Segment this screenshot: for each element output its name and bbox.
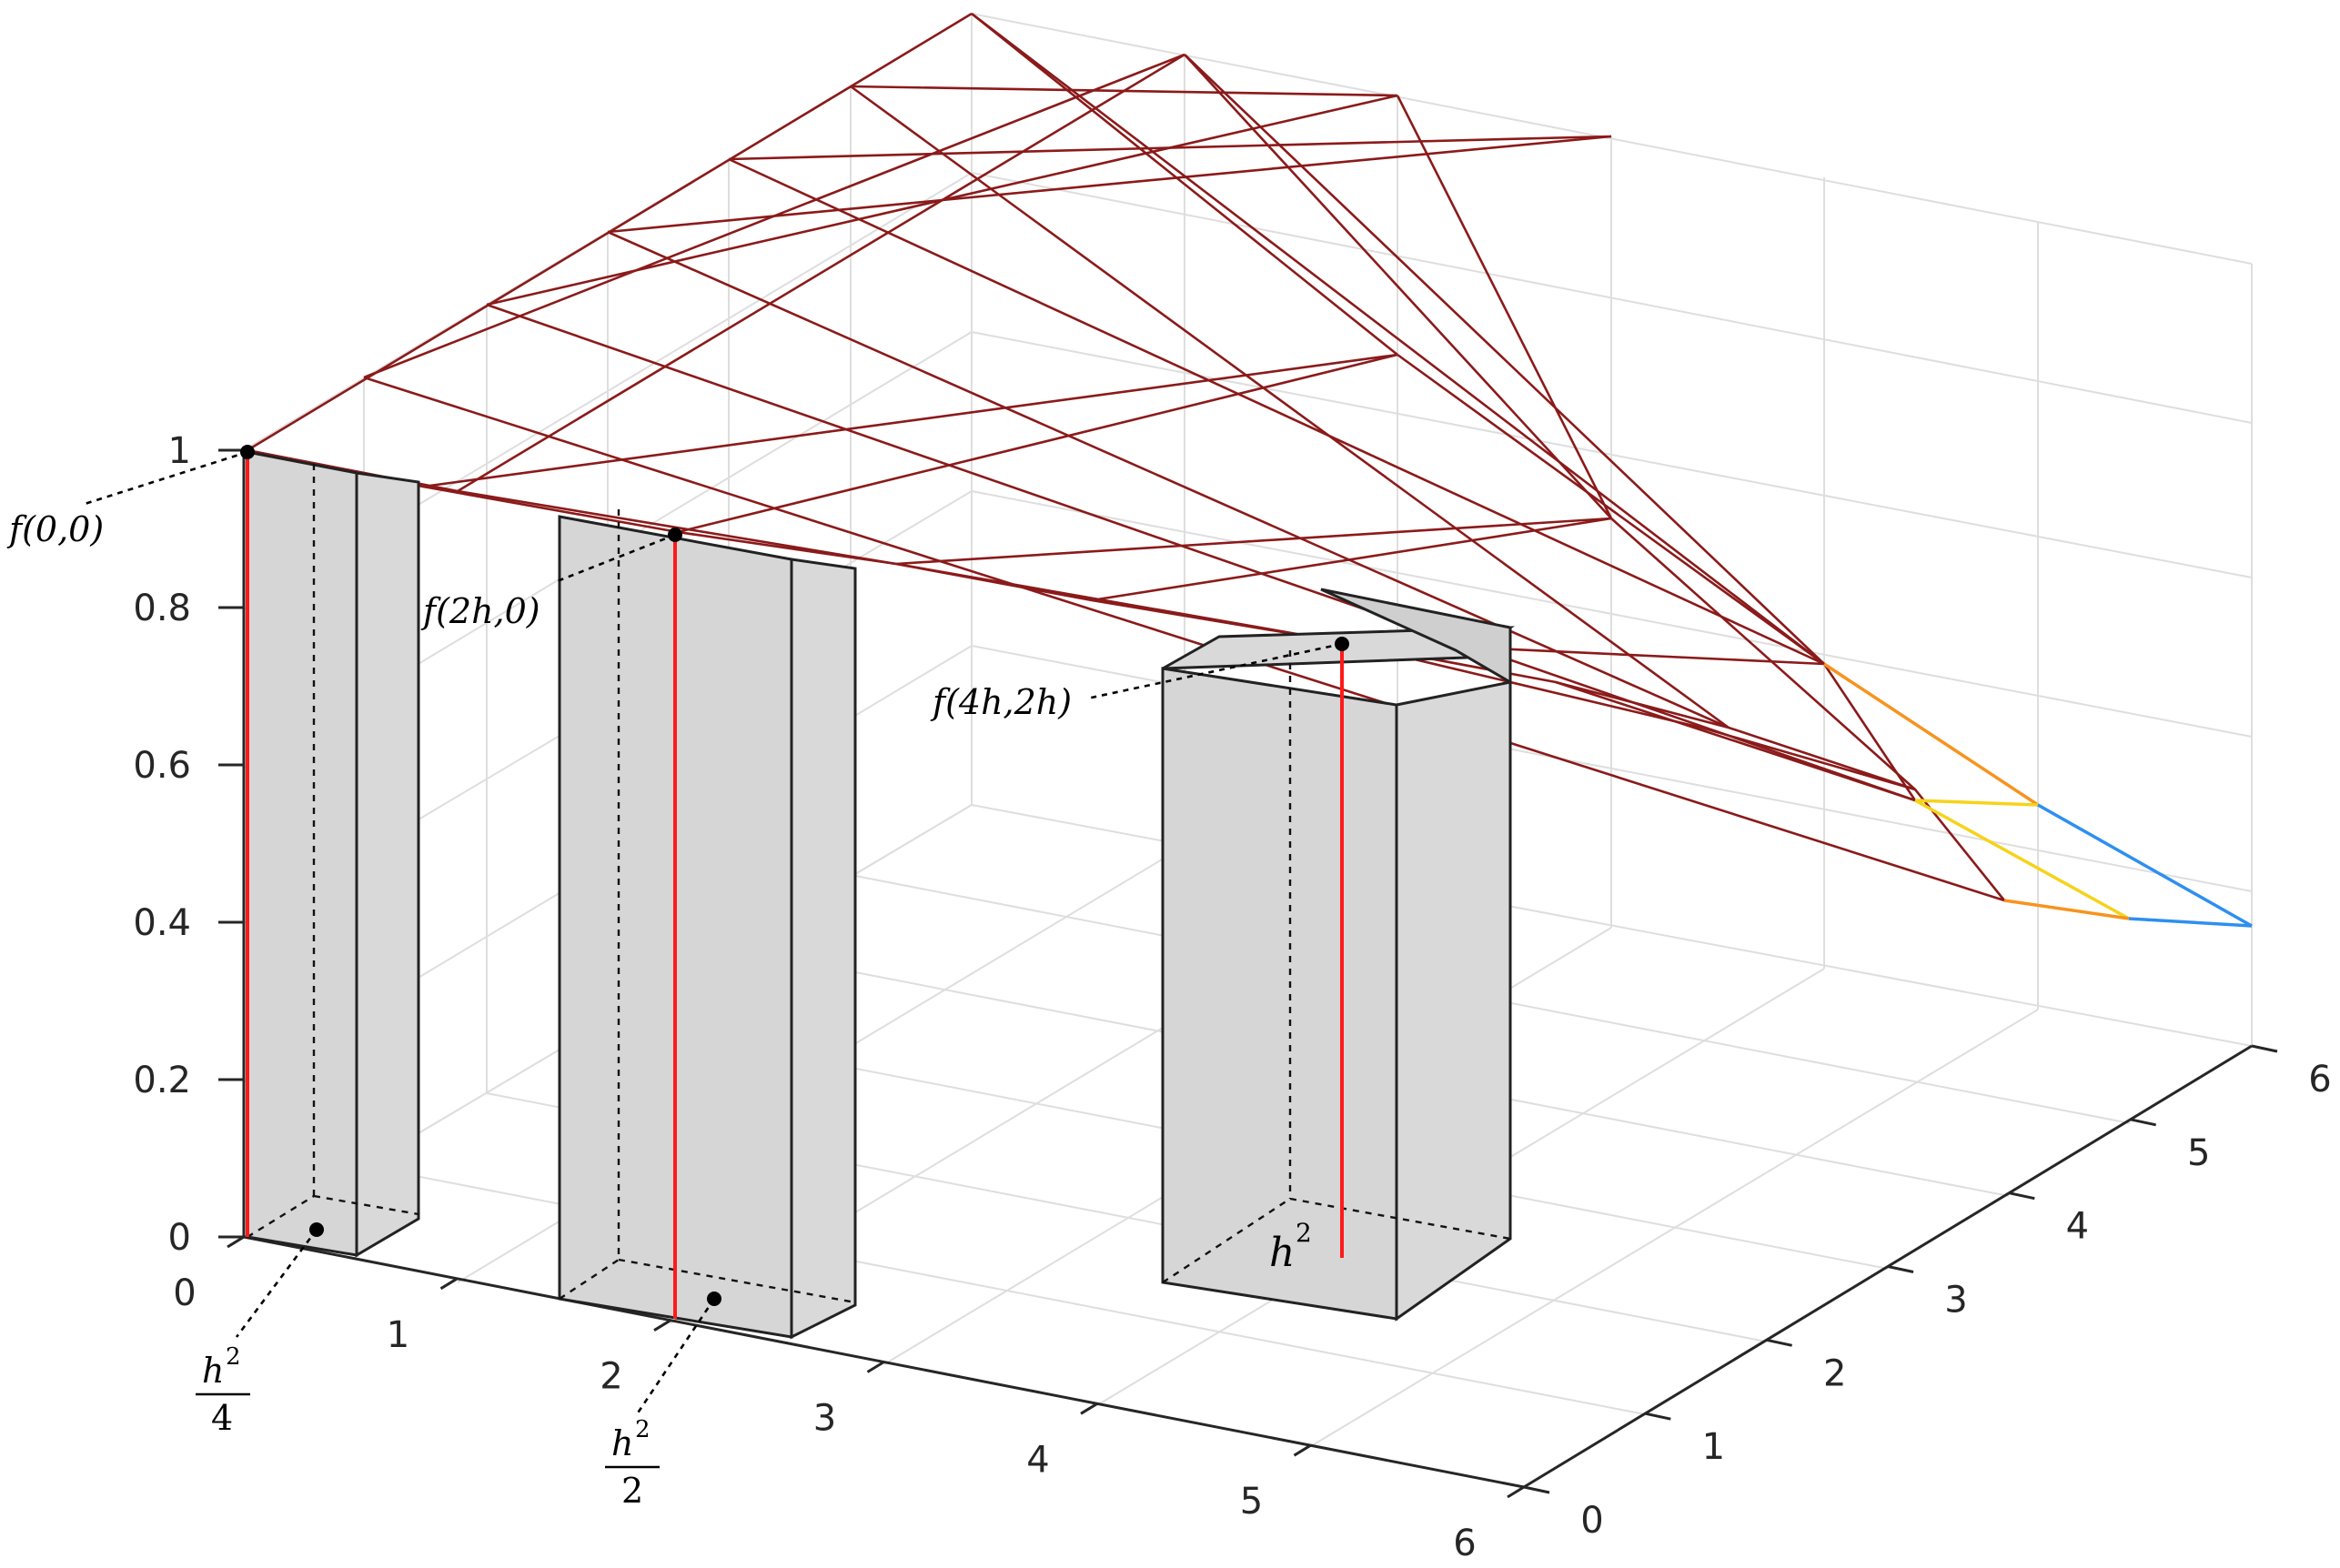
mesh-line [677,353,1398,534]
mesh-line [850,85,1730,729]
mesh-line [728,135,1612,161]
x-tick-mark [1293,1443,1312,1457]
tail-blue-1 [2037,803,2253,928]
column-h2 [1161,588,1516,1322]
x-tick-label: 3 [813,1398,836,1440]
x-tick-label: 0 [173,1272,196,1314]
mesh-line [1555,680,1916,802]
y-tick-mark [1766,1338,1792,1347]
y-tick-mark [2009,1191,2035,1201]
mesh-line [486,303,1916,802]
annotations: f(0,0) f(2h,0) f(4h,2h) h 2 4 h 2 2 h 2 [6,445,1349,1511]
x-tick-label: 2 [600,1356,622,1398]
mesh-line [1610,518,1916,790]
mesh-line [850,85,1398,97]
mesh-line [607,135,1612,234]
y-tick-label: 1 [1702,1426,1725,1468]
label-h2-over-4: h 2 4 [196,1343,250,1438]
mesh-line [728,157,1825,666]
x-tick-mark [227,1235,245,1249]
svg-text:2: 2 [226,1343,241,1371]
y-tick-label: 3 [1944,1280,1967,1322]
axes: 0 0.2 0.4 0.6 0.8 1 0 1 2 3 4 5 6 0 1 2 3 4 5 6 [133,430,2331,1564]
y-tick-mark [1887,1265,1914,1273]
x-axis-ticks: 0 1 2 3 4 5 6 [173,1235,1525,1564]
column-3-front [1161,667,1398,1321]
svg-text:h: h [202,1351,224,1391]
surface-mesh [247,12,2006,902]
tail-orange-2 [2003,899,2130,920]
tail-blue-2 [2128,917,2253,928]
y-tick-label: 6 [2308,1059,2331,1101]
z-tick-label: 0.2 [133,1060,191,1101]
label-h2: h 2 [1269,1218,1312,1276]
svg-text:2: 2 [635,1416,651,1443]
z-axis-ticks: 0 0.2 0.4 0.6 0.8 1 [133,430,244,1259]
mesh-line [895,517,1612,566]
label-f2h0: f(2h,0) [420,591,540,631]
mesh-line [1091,517,1612,602]
x-tick-label: 5 [1240,1481,1263,1523]
mesh-line [1184,54,1825,665]
column-1-front [246,450,358,1257]
x-tick-mark [439,1277,459,1291]
y-tick-label: 2 [1823,1352,1846,1394]
mesh-line [1396,95,1613,519]
y-tick-mark [1523,1485,1550,1494]
y-tick-label: 0 [1580,1500,1603,1542]
y-tick-mark [2130,1118,2156,1127]
svg-text:h: h [1269,1230,1295,1276]
mesh-line [1184,54,1612,519]
y-tick-mark [1645,1412,1671,1421]
mesh-edge-back [971,12,1825,666]
mesh-line [363,376,2005,902]
x-tick-mark [1507,1485,1525,1499]
surface-colored-tail [1823,662,2253,928]
tail-yellow-2 [1914,799,2130,920]
x-tick-label: 6 [1453,1523,1476,1564]
mesh-edge-back-2 [1822,663,1917,801]
x-tick-mark [866,1361,885,1373]
z-tick-label: 0.4 [133,902,191,944]
x-tick-mark [1080,1402,1098,1415]
y-tick-mark [2251,1044,2278,1053]
y-axis-ticks: 0 1 2 3 4 5 6 [1523,1044,2332,1542]
mesh-line [457,53,1185,493]
z-tick-label: 0 [168,1217,191,1259]
tail-yellow [1914,799,2039,807]
column-h2-over-2 [558,509,857,1340]
column-3-side [1395,680,1512,1322]
tail-orange-1 [1823,662,2039,807]
mesh-line [607,230,1730,729]
mesh-line [1397,353,1825,666]
y-tick-label: 5 [2187,1132,2210,1174]
svg-text:2: 2 [621,1471,643,1511]
label-h2-over-2: h 2 2 [605,1416,660,1511]
column-1-side [355,471,420,1258]
x-tick-label: 1 [387,1314,409,1356]
svg-text:h: h [611,1423,633,1463]
y-tick-label: 4 [2066,1206,2089,1248]
label-f00: f(0,0) [6,509,104,549]
mesh-line [971,12,1398,357]
column-2-side [790,558,857,1340]
mesh-line [422,353,1398,488]
svg-text:2: 2 [1296,1218,1312,1248]
column-h2-over-4 [246,450,420,1258]
label-f4h2h: f(4h,2h) [930,682,1072,722]
x-tick-label: 4 [1026,1439,1049,1481]
z-tick-label: 0.8 [133,588,191,629]
z-tick-label: 1 [168,430,191,472]
svg-text:4: 4 [211,1398,233,1438]
z-tick-label: 0.6 [133,745,191,787]
x-tick-mark [653,1319,671,1332]
